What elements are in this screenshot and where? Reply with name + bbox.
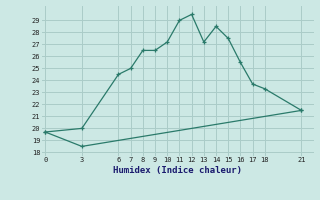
X-axis label: Humidex (Indice chaleur): Humidex (Indice chaleur) [113, 166, 242, 175]
